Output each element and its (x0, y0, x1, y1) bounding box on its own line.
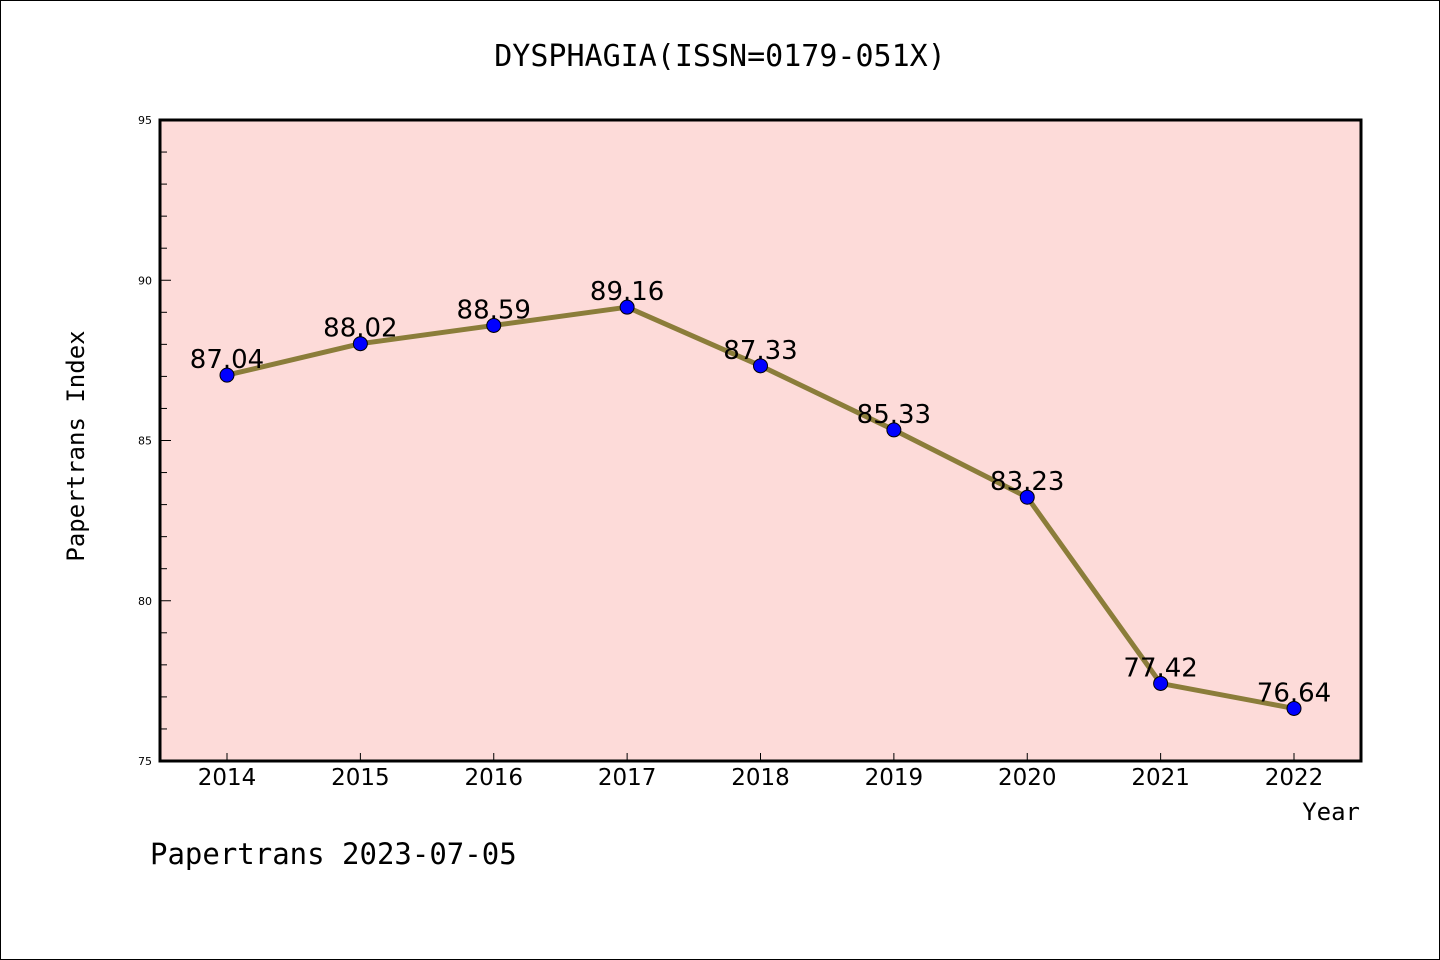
y-tick-label: 85 (138, 435, 152, 448)
plot-area (160, 120, 1361, 761)
y-axis-label: Papertrans Index (62, 330, 90, 561)
x-tick-label: 2020 (998, 765, 1057, 791)
data-label: 89.16 (590, 277, 664, 307)
plot-border (158, 118, 1363, 763)
x-axis-ticks: 2014 2015 2016 2017 2018 2019 2020 2021 2022 (198, 753, 1324, 791)
data-label: 76.64 (1257, 678, 1331, 708)
data-point (219, 367, 235, 383)
y-tick-label: 80 (138, 595, 152, 608)
data-point (1286, 700, 1302, 716)
series-group (219, 299, 1302, 716)
data-label: 77.42 (1123, 653, 1197, 683)
data-label: 83.23 (990, 467, 1064, 497)
x-tick-label: 2017 (598, 765, 657, 791)
x-axis-label: Year (1302, 798, 1360, 826)
data-point (886, 422, 902, 438)
data-label: 88.02 (323, 314, 397, 344)
x-tick-label: 2021 (1131, 765, 1190, 791)
y-tick-label: 75 (138, 755, 152, 768)
footer-text: Papertrans 2023-07-05 (150, 837, 517, 871)
data-label: 87.33 (723, 336, 797, 366)
y-tick-label: 90 (138, 274, 152, 287)
data-point (1019, 489, 1035, 505)
data-point (619, 299, 635, 315)
data-point (753, 358, 768, 374)
data-labels: 87.04 88.02 88.59 89.16 87.33 85.33 83.23 77.42… (190, 277, 1331, 708)
data-point (1153, 675, 1169, 691)
data-point (486, 317, 502, 333)
x-tick-label: 2022 (1265, 765, 1324, 791)
y-tick-label: 95 (138, 114, 152, 127)
data-label: 85.33 (857, 400, 931, 430)
data-label: 87.04 (190, 345, 264, 375)
y-axis-ticks: 75 80 85 90 95 (138, 114, 171, 768)
chart-title: DYSPHAGIA(ISSN=0179-051X) (494, 39, 946, 74)
data-label: 88.59 (457, 295, 531, 325)
x-tick-label: 2014 (198, 765, 257, 791)
x-tick-label: 2016 (464, 765, 523, 791)
data-point (352, 336, 368, 352)
x-tick-label: 2018 (731, 765, 790, 791)
x-tick-label: 2015 (331, 765, 390, 791)
x-tick-label: 2019 (865, 765, 924, 791)
